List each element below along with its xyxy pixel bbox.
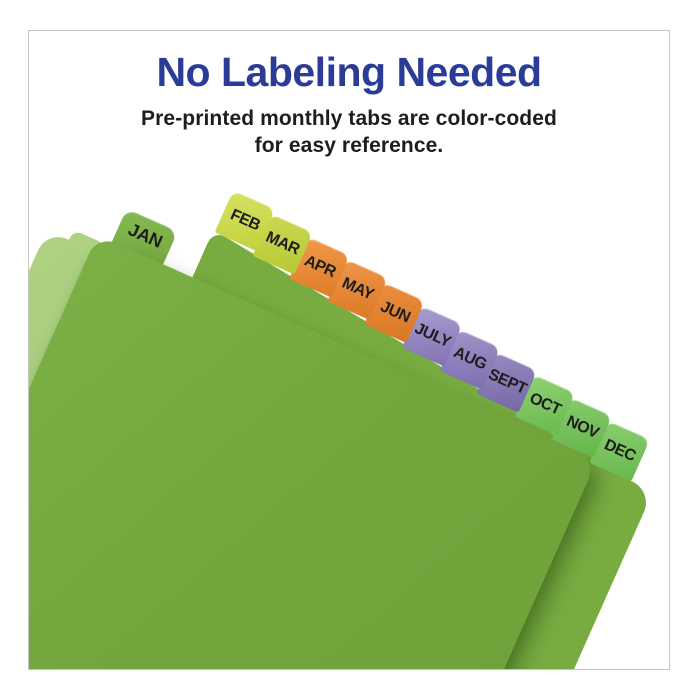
- month-tab-mar-label: MAR: [263, 228, 303, 259]
- headline-block: No Labeling Needed Pre-printed monthly t…: [29, 49, 669, 160]
- month-tab-july-label: JULY: [411, 320, 454, 351]
- month-tab-aug-label: AUG: [450, 343, 489, 374]
- month-tab-jun-label: JUN: [377, 298, 413, 327]
- page-subtitle: Pre-printed monthly tabs are color-coded…: [29, 105, 669, 160]
- month-tab-feb-label: FEB: [227, 206, 263, 235]
- month-tab-dec-label: DEC: [601, 436, 639, 465]
- month-tab-may-label: MAY: [339, 275, 376, 304]
- month-tab-oct-label: OCT: [526, 390, 564, 419]
- page-title: No Labeling Needed: [156, 49, 542, 95]
- subtitle-line-1: Pre-printed monthly tabs are color-coded: [141, 107, 557, 130]
- month-tab-jan-label: JAN: [125, 219, 166, 252]
- month-tab-nov-label: NOV: [563, 413, 601, 443]
- product-image-card: No Labeling Needed Pre-printed monthly t…: [28, 30, 670, 670]
- month-tab-sept-label: SEPT: [485, 365, 530, 398]
- subtitle-line-2: for easy reference.: [254, 134, 444, 158]
- month-tab-apr-label: APR: [301, 252, 339, 281]
